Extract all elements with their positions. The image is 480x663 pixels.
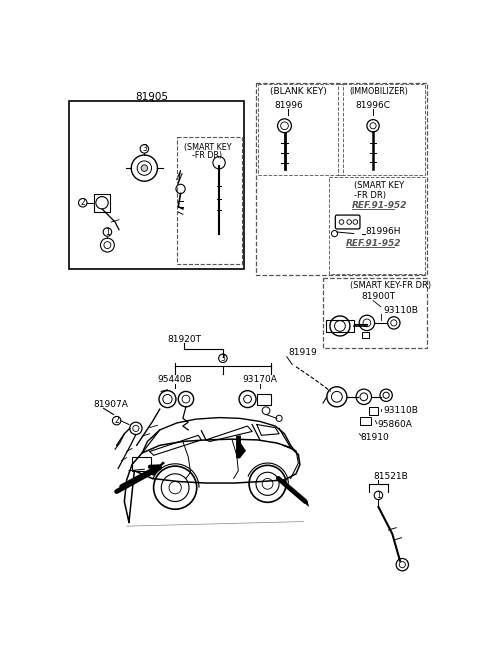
Text: 81910: 81910 xyxy=(360,433,389,442)
Text: 81521B: 81521B xyxy=(373,471,408,481)
Circle shape xyxy=(141,165,148,171)
Text: 3: 3 xyxy=(142,145,147,153)
Text: 95440B: 95440B xyxy=(158,375,192,385)
Text: 81920T: 81920T xyxy=(168,335,202,344)
Text: 81907A: 81907A xyxy=(94,400,129,409)
Text: 81919: 81919 xyxy=(288,349,317,357)
Bar xyxy=(360,417,371,424)
Polygon shape xyxy=(277,479,309,507)
Text: 93110B: 93110B xyxy=(383,406,418,415)
Bar xyxy=(258,84,343,175)
Text: 81996C: 81996C xyxy=(356,101,391,110)
Bar xyxy=(338,84,425,175)
Text: (BLANK KEY): (BLANK KEY) xyxy=(270,88,327,96)
Bar xyxy=(257,394,271,404)
Polygon shape xyxy=(237,442,246,458)
Text: 81996: 81996 xyxy=(274,101,303,110)
Text: 81996H: 81996H xyxy=(365,227,401,236)
Bar xyxy=(256,83,427,275)
Bar xyxy=(132,457,151,471)
Text: 1: 1 xyxy=(105,227,110,237)
Text: 1: 1 xyxy=(376,491,381,500)
Text: -FR DR): -FR DR) xyxy=(192,151,223,160)
Text: 93110B: 93110B xyxy=(383,306,418,315)
Text: (SMART KEY: (SMART KEY xyxy=(184,143,231,152)
Text: REF.91-952: REF.91-952 xyxy=(346,239,402,248)
Text: 2: 2 xyxy=(80,198,85,208)
Bar xyxy=(94,194,110,212)
Bar xyxy=(323,278,427,347)
Text: 81900T: 81900T xyxy=(361,292,396,301)
Text: 95860A: 95860A xyxy=(377,420,412,429)
Bar xyxy=(326,320,354,332)
Text: (SMART KEY: (SMART KEY xyxy=(354,181,404,190)
Bar xyxy=(69,101,244,269)
Text: 3: 3 xyxy=(220,354,225,363)
Text: REF.91-952: REF.91-952 xyxy=(352,202,408,210)
Text: (IMMOBILIZER): (IMMOBILIZER) xyxy=(349,88,408,96)
Text: 93170A: 93170A xyxy=(242,375,277,385)
Text: -FR DR): -FR DR) xyxy=(354,190,386,200)
Text: 2: 2 xyxy=(114,416,119,425)
Polygon shape xyxy=(115,461,165,491)
Text: (SMART KEY-FR DR): (SMART KEY-FR DR) xyxy=(350,281,431,290)
Bar xyxy=(329,176,425,274)
Text: 81905: 81905 xyxy=(135,92,168,102)
Bar xyxy=(177,137,242,265)
Bar xyxy=(369,407,378,414)
Bar xyxy=(361,332,369,338)
